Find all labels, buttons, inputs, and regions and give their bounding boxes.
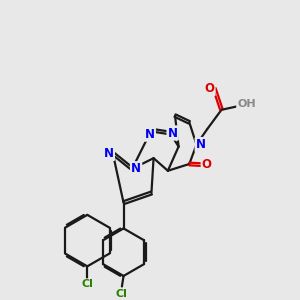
Text: Cl: Cl [81,280,93,290]
Text: O: O [202,158,212,171]
Text: OH: OH [237,99,256,109]
Text: N: N [131,162,141,175]
Text: O: O [204,82,214,95]
Text: N: N [196,138,206,151]
Text: N: N [145,128,155,141]
Text: N: N [104,147,114,160]
Text: N: N [168,127,178,140]
Text: Cl: Cl [116,289,128,299]
